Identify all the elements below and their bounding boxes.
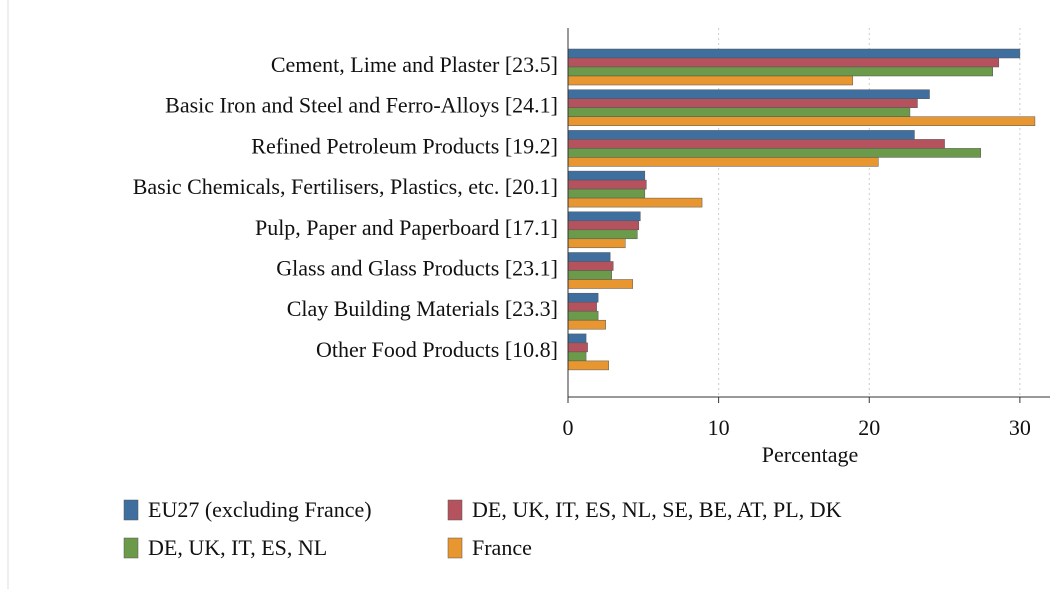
bar: [567, 252, 611, 262]
x-tick-label: 20: [858, 415, 880, 440]
bar: [567, 229, 638, 240]
bar: [567, 292, 599, 303]
bar: [567, 197, 703, 208]
bar: [567, 170, 646, 181]
bar: [567, 342, 588, 353]
bar: [567, 188, 646, 199]
bar: [567, 211, 641, 222]
bar: [567, 333, 587, 344]
bar: [567, 157, 879, 167]
y-tick-label: Glass and Glass Products [23.1]: [276, 256, 558, 281]
bar: [567, 360, 609, 371]
x-tick-label: 10: [708, 415, 730, 440]
bar: [567, 270, 612, 280]
bar: [567, 139, 945, 149]
legend-label: EU27 (excluding France): [148, 497, 372, 522]
legend-label: DE, UK, IT, ES, NL: [148, 535, 327, 560]
bar: [567, 89, 930, 99]
legend-swatch: [123, 537, 139, 559]
bar: [567, 310, 599, 321]
legend-swatch: [123, 499, 139, 521]
bar: [567, 220, 640, 231]
bar: [567, 116, 1036, 126]
bar: [567, 238, 626, 249]
x-axis-label: Percentage: [762, 442, 859, 467]
bar: [567, 148, 981, 158]
legend-swatch: [447, 537, 463, 559]
legend-swatch: [447, 499, 463, 521]
bar: [567, 57, 1000, 68]
bar: [567, 75, 853, 86]
bar: [567, 319, 606, 330]
bar: [567, 301, 597, 312]
bar: [567, 130, 915, 140]
bar: [567, 48, 1021, 59]
bar: [567, 351, 587, 362]
y-tick-label: Basic Iron and Steel and Ferro-Alloys [2…: [165, 93, 558, 118]
bar: [567, 279, 634, 289]
y-tick-label: Cement, Lime and Plaster [23.5]: [271, 52, 558, 77]
legend-label: DE, UK, IT, ES, NL, SE, BE, AT, PL, DK: [472, 497, 842, 522]
legend-label: France: [472, 535, 532, 560]
y-tick-label: Pulp, Paper and Paperboard [17.1]: [255, 215, 558, 240]
y-tick-label: Basic Chemicals, Fertilisers, Plastics, …: [133, 174, 558, 199]
x-tick-label: 0: [563, 415, 574, 440]
bar: [567, 98, 918, 108]
bar: [567, 107, 911, 117]
y-tick-label: Refined Petroleum Products [19.2]: [251, 133, 558, 158]
y-tick-label: Clay Building Materials [23.3]: [287, 296, 558, 321]
bar: [567, 179, 647, 190]
x-tick-label: 30: [1009, 415, 1031, 440]
y-tick-label: Other Food Products [10.8]: [316, 337, 558, 362]
bar: [567, 261, 614, 271]
bar: [567, 66, 994, 77]
